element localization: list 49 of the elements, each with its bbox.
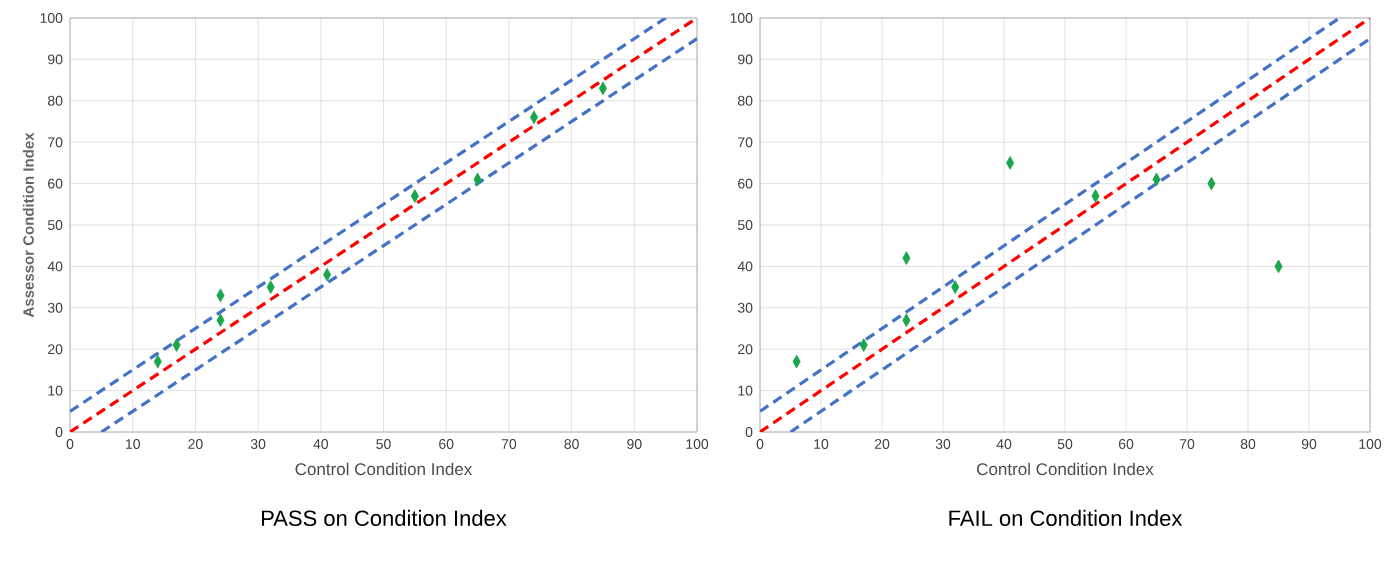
y-tick-label: 40	[737, 261, 753, 272]
x-tick-label: 50	[1057, 439, 1073, 449]
x-tick-label: 60	[1118, 439, 1134, 449]
x-tick-label: 100	[1359, 439, 1382, 449]
y-tick-label: 100	[40, 13, 63, 23]
x-tick-label: 80	[564, 439, 579, 449]
x-tick-label: 90	[627, 439, 642, 449]
x-tick-label: 20	[188, 439, 203, 449]
x-tick-label: 0	[756, 439, 764, 449]
x-tick-label: 0	[66, 439, 74, 449]
y-tick-label: 20	[738, 344, 753, 355]
x-tick-label: 40	[313, 439, 329, 449]
y-tick-label: 20	[48, 344, 63, 355]
y-tick-label: 90	[738, 54, 753, 65]
x-axis-title: Control Condition Index	[977, 462, 1154, 476]
x-tick-label: 50	[376, 439, 391, 449]
text: PASS on Condition Index	[262, 509, 507, 527]
y-tick-label: 100	[730, 13, 753, 23]
y-tick-label: 60	[738, 178, 753, 189]
y-tick-label: 50	[737, 220, 753, 230]
y-tick-label: 40	[47, 261, 63, 272]
y-axis-title: Assessor Condition Index	[22, 132, 34, 318]
y-tick-label: 80	[737, 95, 753, 106]
x-tick-label: 90	[1301, 439, 1317, 449]
x-tick-label: 20	[874, 439, 890, 449]
y-tick-label: 30	[737, 302, 753, 313]
x-tick-label: 30	[935, 439, 951, 449]
y-tick-label: 70	[48, 137, 63, 148]
x-tick-label: 10	[125, 439, 140, 449]
y-tick-label: 90	[48, 54, 63, 65]
x-tick-label: 70	[1179, 439, 1195, 449]
y-tick-label: 60	[48, 178, 63, 189]
x-tick-label: 100	[686, 439, 709, 449]
x-tick-label: 30	[250, 439, 266, 449]
y-tick-label: 50	[47, 220, 63, 230]
x-tick-label: 40	[996, 439, 1012, 449]
x-tick-label: 70	[501, 439, 517, 449]
y-tick-label: 0	[55, 427, 63, 437]
text: FAIL on Condition Index	[949, 509, 1183, 527]
x-tick-label: 80	[1240, 439, 1256, 449]
y-tick-label: 10	[738, 385, 753, 396]
y-tick-label: 10	[48, 385, 63, 396]
y-tick-label: 80	[47, 95, 63, 106]
x-tick-label: 10	[814, 439, 829, 449]
y-tick-label: 70	[738, 137, 753, 148]
y-tick-label: 0	[745, 427, 753, 437]
x-tick-label: 60	[439, 439, 454, 449]
x-axis-title: Control Condition Index	[295, 462, 473, 476]
y-tick-label: 30	[47, 302, 63, 313]
